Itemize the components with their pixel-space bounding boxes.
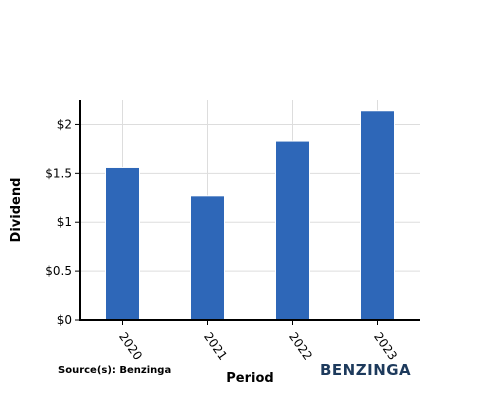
y-tick-labels: $0 $0.5 $1 $1.5 $2 [45,117,80,327]
y-tick-label: $0.5 [45,264,72,278]
y-tick-label: $1.5 [45,166,72,180]
axes [79,100,420,321]
y-tick-label: $0 [57,313,72,327]
y-tick-label: $2 [57,117,72,131]
source-note: Source(s): Benzinga [58,365,171,376]
benzinga-logo: BENZINGA [320,361,411,379]
y-tick-label: $1 [57,215,72,229]
x-axis-title: Period [226,371,273,386]
x-tick-label-2020: 2020 [116,330,145,363]
x-tick-label-2023: 2023 [371,330,400,363]
x-tick-label-2022: 2022 [286,330,315,363]
x-tick-label-2021: 2021 [201,330,230,363]
bar-2022 [275,140,310,321]
bar-2021 [190,195,225,321]
bar-2020 [105,166,140,321]
bars [105,110,395,321]
bar-2023 [360,110,395,321]
x-tick-labels: 2020 2021 2022 2023 [116,320,400,363]
y-axis-title: Dividend [9,178,24,243]
